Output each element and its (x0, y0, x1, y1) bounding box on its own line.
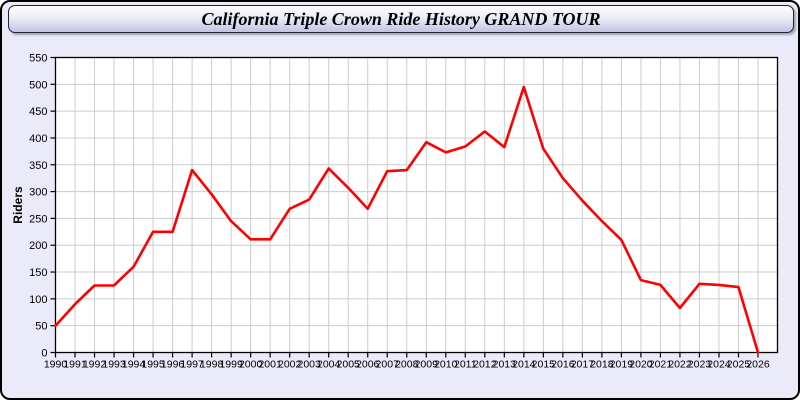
x-axis-tick-label: 2015 (532, 359, 556, 371)
x-axis-tick-label: 2009 (415, 359, 439, 371)
x-axis-tick-label: 1998 (200, 359, 224, 371)
x-axis-tick-label: 1997 (180, 359, 204, 371)
x-axis-tick-label: 1995 (141, 359, 165, 371)
y-axis-tick-label: 500 (29, 79, 47, 91)
x-axis-tick-label: 2010 (434, 359, 458, 371)
y-axis-tick-label: 550 (29, 53, 47, 65)
chart-title: California Triple Crown Ride History GRA… (201, 9, 601, 29)
x-axis-tick-label: 2014 (512, 359, 536, 371)
plot-area (55, 57, 778, 353)
x-axis-tick-label: 1991 (63, 359, 87, 371)
x-axis-tick-label: 2006 (356, 359, 380, 371)
x-axis-tick-label: 2011 (454, 359, 477, 371)
x-axis-tick-label: 2022 (668, 359, 692, 371)
x-axis-tick-label: 2008 (395, 359, 419, 371)
y-axis-tick-label: 450 (29, 106, 47, 118)
y-axis-tick-label: 300 (29, 187, 47, 199)
y-axis-tick-label: 400 (29, 133, 47, 145)
x-axis-tick-label: 2013 (493, 359, 517, 371)
y-axis-tick-label: 250 (29, 213, 47, 225)
x-axis-tick-label: 1996 (161, 359, 185, 371)
chart-title-bar: California Triple Crown Ride History GRA… (8, 5, 794, 33)
x-axis-tick-label: 2024 (707, 359, 731, 371)
x-axis-tick-label: 2019 (610, 359, 634, 371)
x-axis-tick-label: 2026 (746, 359, 770, 371)
y-axis-title: Riders (11, 186, 25, 224)
x-axis-tick-label: 2023 (688, 359, 712, 371)
x-axis-tick-label: 1994 (122, 359, 146, 371)
x-axis-tick-label: 2001 (258, 359, 282, 371)
x-axis-tick-label: 2021 (649, 359, 673, 371)
x-axis-tick-label: 2003 (298, 359, 322, 371)
x-axis-tick-label: 1999 (219, 359, 243, 371)
x-axis-tick-label: 2000 (239, 359, 263, 371)
y-axis-tick-label: 150 (29, 267, 47, 279)
x-axis-tick-label: 2020 (629, 359, 653, 371)
y-axis-tick-label: 0 (41, 348, 47, 360)
x-axis-tick-label: 2016 (551, 359, 575, 371)
y-axis-tick-label: 50 (35, 321, 47, 333)
x-axis-tick-label: 1992 (83, 359, 107, 371)
x-axis-tick-label: 1993 (102, 359, 126, 371)
x-axis-tick-label: 2005 (337, 359, 361, 371)
x-axis-tick-label: 2004 (317, 359, 341, 371)
y-axis-tick-label: 350 (29, 160, 47, 172)
y-axis-tick-label: 100 (29, 294, 47, 306)
y-axis-tick-label: 200 (29, 240, 47, 252)
x-axis-tick-label: 1990 (44, 359, 68, 371)
x-axis-tick-label: 2017 (571, 359, 595, 371)
x-axis-tick-label: 2018 (590, 359, 614, 371)
x-axis-tick-label: 2025 (727, 359, 751, 371)
x-axis-tick-label: 2007 (376, 359, 400, 371)
x-axis-tick-label: 2002 (278, 359, 302, 371)
ride-history-line (54, 85, 760, 354)
x-axis-tick-label: 2012 (473, 359, 497, 371)
plot-border (54, 56, 779, 354)
